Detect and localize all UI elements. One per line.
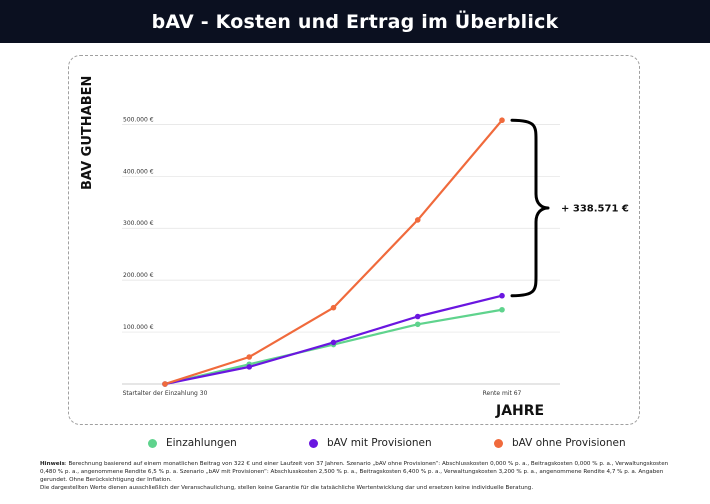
x-tick-label-4: Rente mit 67 [483, 390, 522, 397]
series-0-point-3 [414, 321, 421, 328]
series-0-point-4 [499, 306, 505, 313]
legend-item-einzahlungen: Einzahlungen [148, 437, 237, 449]
footnote-label: Hinweis [40, 461, 65, 467]
y-tick-label-2: 300.000 € [123, 220, 154, 227]
chart-annotation: + 338.571 € [510, 118, 629, 298]
chart-frame [68, 55, 640, 425]
chart-series-points [162, 117, 505, 387]
series-1-point-2 [330, 339, 337, 346]
series-1-point-4 [499, 292, 505, 299]
series-2-point-4 [499, 117, 505, 124]
y-tick-label-1: 200.000 € [123, 272, 154, 279]
series-1-point-3 [414, 313, 421, 320]
y-tick-label-3: 400.000 € [123, 168, 154, 175]
y-tick-label-0: 100.000 € [123, 324, 154, 331]
chart-legend: Einzahlungen bAV mit Provisionen bAV ohn… [0, 437, 710, 451]
header-bar: bAV - Kosten und Ertrag im Überblick [0, 0, 710, 43]
legend-dot-einzahlungen [148, 438, 157, 448]
series-2-point-1 [246, 354, 253, 360]
series-2-point-3 [414, 217, 421, 223]
footnote-text: : Berechnung basierend auf einem monatli… [40, 461, 669, 484]
legend-item-ohne-provisionen: bAV ohne Provisionen [494, 437, 626, 449]
page-title: bAV - Kosten und Ertrag im Überblick [151, 10, 559, 33]
legend-label-einzahlungen: Einzahlungen [166, 437, 237, 449]
x-axis-label: JAHRE [496, 403, 545, 419]
chart-gridlines [122, 124, 560, 385]
legend-dot-ohne-provisionen [494, 438, 503, 448]
difference-label: + 338.571 € [561, 203, 629, 214]
series-2-point-0 [162, 381, 168, 387]
legend-label-ohne-provisionen: bAV ohne Provisionen [512, 437, 626, 449]
curly-brace [510, 118, 550, 298]
series-2-point-2 [330, 304, 337, 311]
x-tick-label-0: Startalter der Einzahlung 30 [123, 390, 208, 397]
footnote-disclaimer: Die dargestellten Werte dienen ausschlie… [40, 485, 534, 492]
legend-dot-mit-provisionen [309, 438, 318, 448]
footnote: Hinweis: Berechnung basierend auf einem … [40, 460, 680, 492]
legend-label-mit-provisionen: bAV mit Provisionen [327, 437, 432, 449]
series-1-point-1 [246, 364, 253, 370]
legend-item-mit-provisionen: bAV mit Provisionen [309, 437, 432, 449]
y-tick-label-4: 500.000 € [123, 116, 154, 123]
chart-tick-labels: 100.000 € 200.000 € 300.000 € 400.000 € 500.… [123, 116, 522, 397]
